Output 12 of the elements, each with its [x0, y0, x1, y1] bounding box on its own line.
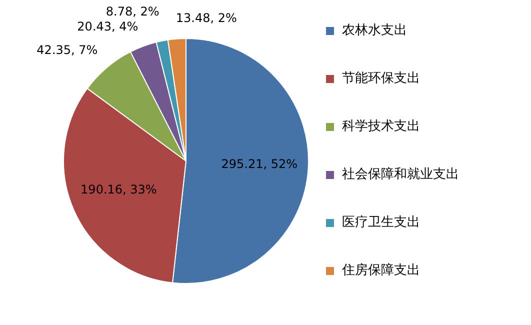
- legend-label: 节能环保支出: [342, 70, 421, 87]
- legend-label: 医疗卫生支出: [342, 214, 421, 231]
- legend-label: 社会保障和就业支出: [342, 166, 460, 183]
- legend-label: 科学技术支出: [342, 118, 421, 135]
- data-label: 13.48, 2%: [176, 11, 237, 25]
- legend-label: 住房保障支出: [342, 262, 421, 279]
- legend-label: 农林水支出: [342, 22, 408, 39]
- data-label: 295.21, 52%: [221, 157, 298, 172]
- data-label: 20.43, 4%: [77, 19, 138, 34]
- data-label: 42.35, 7%: [36, 43, 98, 58]
- data-label: 190.16, 33%: [80, 182, 157, 197]
- data-label: 8.78, 2%: [106, 4, 160, 18]
